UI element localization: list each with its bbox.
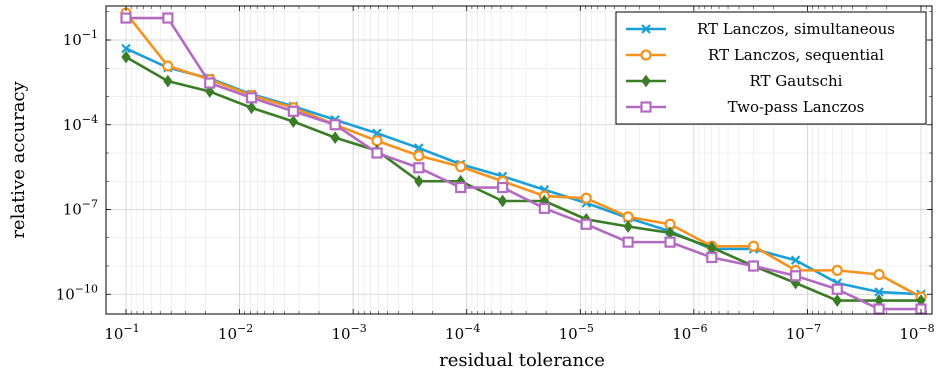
legend-label: RT Lanczos, simultaneous bbox=[697, 20, 895, 38]
data-point bbox=[873, 268, 885, 281]
data-point bbox=[371, 135, 383, 147]
data-point bbox=[163, 74, 173, 88]
data-point bbox=[121, 50, 131, 64]
series-3 bbox=[120, 12, 927, 315]
x-tick-label: 10−3 bbox=[331, 322, 366, 343]
legend-swatch-marker bbox=[641, 74, 651, 88]
data-point bbox=[455, 161, 467, 173]
y-tick-label: 10−10 bbox=[56, 282, 98, 303]
legend-entry: RT Lanczos, simultaneous bbox=[626, 20, 895, 38]
data-point bbox=[706, 251, 718, 264]
x-tick-label: 10−8 bbox=[899, 322, 934, 343]
x-axis-label: residual tolerance bbox=[439, 350, 605, 371]
data-point bbox=[288, 115, 298, 128]
series-group bbox=[120, 7, 927, 315]
y-tick-label: 10−7 bbox=[63, 198, 98, 219]
data-point bbox=[121, 43, 131, 54]
data-point bbox=[413, 162, 425, 174]
y-tick-label: 10−4 bbox=[63, 113, 98, 134]
data-point bbox=[246, 101, 257, 115]
x-tick-label: 10−1 bbox=[104, 322, 139, 343]
legend-swatch-marker bbox=[640, 101, 652, 113]
data-point bbox=[205, 85, 215, 98]
data-point bbox=[790, 270, 802, 282]
legend-entry: RT Gautschi bbox=[626, 72, 843, 90]
data-point bbox=[329, 119, 341, 131]
legend-label: Two-pass Lanczos bbox=[728, 98, 865, 116]
y-tick-label: 10−1 bbox=[63, 28, 98, 49]
data-point bbox=[287, 105, 299, 117]
tick-labels: 10−1 10−2 10−3 10−4 10−5 10−6 10−7 10−8 10−1 10−4… bbox=[56, 28, 935, 343]
y-axis-label: relative accuracy bbox=[8, 80, 29, 238]
legend-swatch-marker bbox=[640, 49, 652, 61]
x-tick-label: 10−6 bbox=[672, 322, 707, 343]
legend-entry: RT Lanczos, sequential bbox=[626, 46, 884, 64]
series-line bbox=[124, 12, 922, 299]
legend-swatch-marker bbox=[641, 24, 651, 34]
plot-frame bbox=[105, 5, 933, 315]
legend-label: RT Gautschi bbox=[750, 72, 843, 90]
data-point bbox=[790, 255, 801, 266]
x-tick-label: 10−2 bbox=[218, 322, 253, 343]
legend-entry: Two-pass Lanczos bbox=[626, 98, 864, 116]
data-point bbox=[623, 220, 633, 233]
data-point bbox=[371, 147, 383, 159]
data-point bbox=[664, 236, 676, 248]
data-point bbox=[497, 194, 508, 208]
x-tick-label: 10−5 bbox=[559, 322, 594, 343]
data-point bbox=[832, 294, 842, 307]
data-point bbox=[538, 202, 550, 214]
legend-label: RT Lanczos, sequential bbox=[708, 46, 884, 64]
data-point bbox=[580, 192, 592, 204]
data-point bbox=[622, 236, 634, 248]
axes bbox=[105, 5, 933, 315]
series-line bbox=[126, 16, 921, 311]
data-point bbox=[455, 181, 467, 194]
data-point bbox=[245, 92, 258, 104]
data-point bbox=[831, 264, 843, 276]
data-point bbox=[414, 174, 424, 188]
x-tick-label: 10−4 bbox=[445, 322, 480, 343]
data-point bbox=[747, 260, 760, 272]
data-point bbox=[622, 211, 634, 223]
series-line bbox=[125, 55, 921, 302]
data-point bbox=[874, 287, 884, 297]
legend-box bbox=[615, 11, 927, 125]
x-tick-label: 10−7 bbox=[786, 322, 821, 343]
data-point bbox=[413, 150, 425, 162]
data-point bbox=[497, 181, 509, 194]
data-point bbox=[580, 218, 592, 230]
data-point bbox=[204, 77, 216, 89]
data-point bbox=[873, 303, 885, 315]
data-point bbox=[747, 240, 760, 252]
data-point bbox=[414, 143, 424, 153]
data-point bbox=[120, 12, 132, 24]
data-point bbox=[330, 131, 340, 144]
data-point bbox=[162, 60, 174, 72]
data-point bbox=[162, 12, 174, 24]
data-point bbox=[831, 283, 843, 295]
legend: RT Lanczos, simultaneous RT Lanczos, sequ… bbox=[615, 11, 927, 125]
